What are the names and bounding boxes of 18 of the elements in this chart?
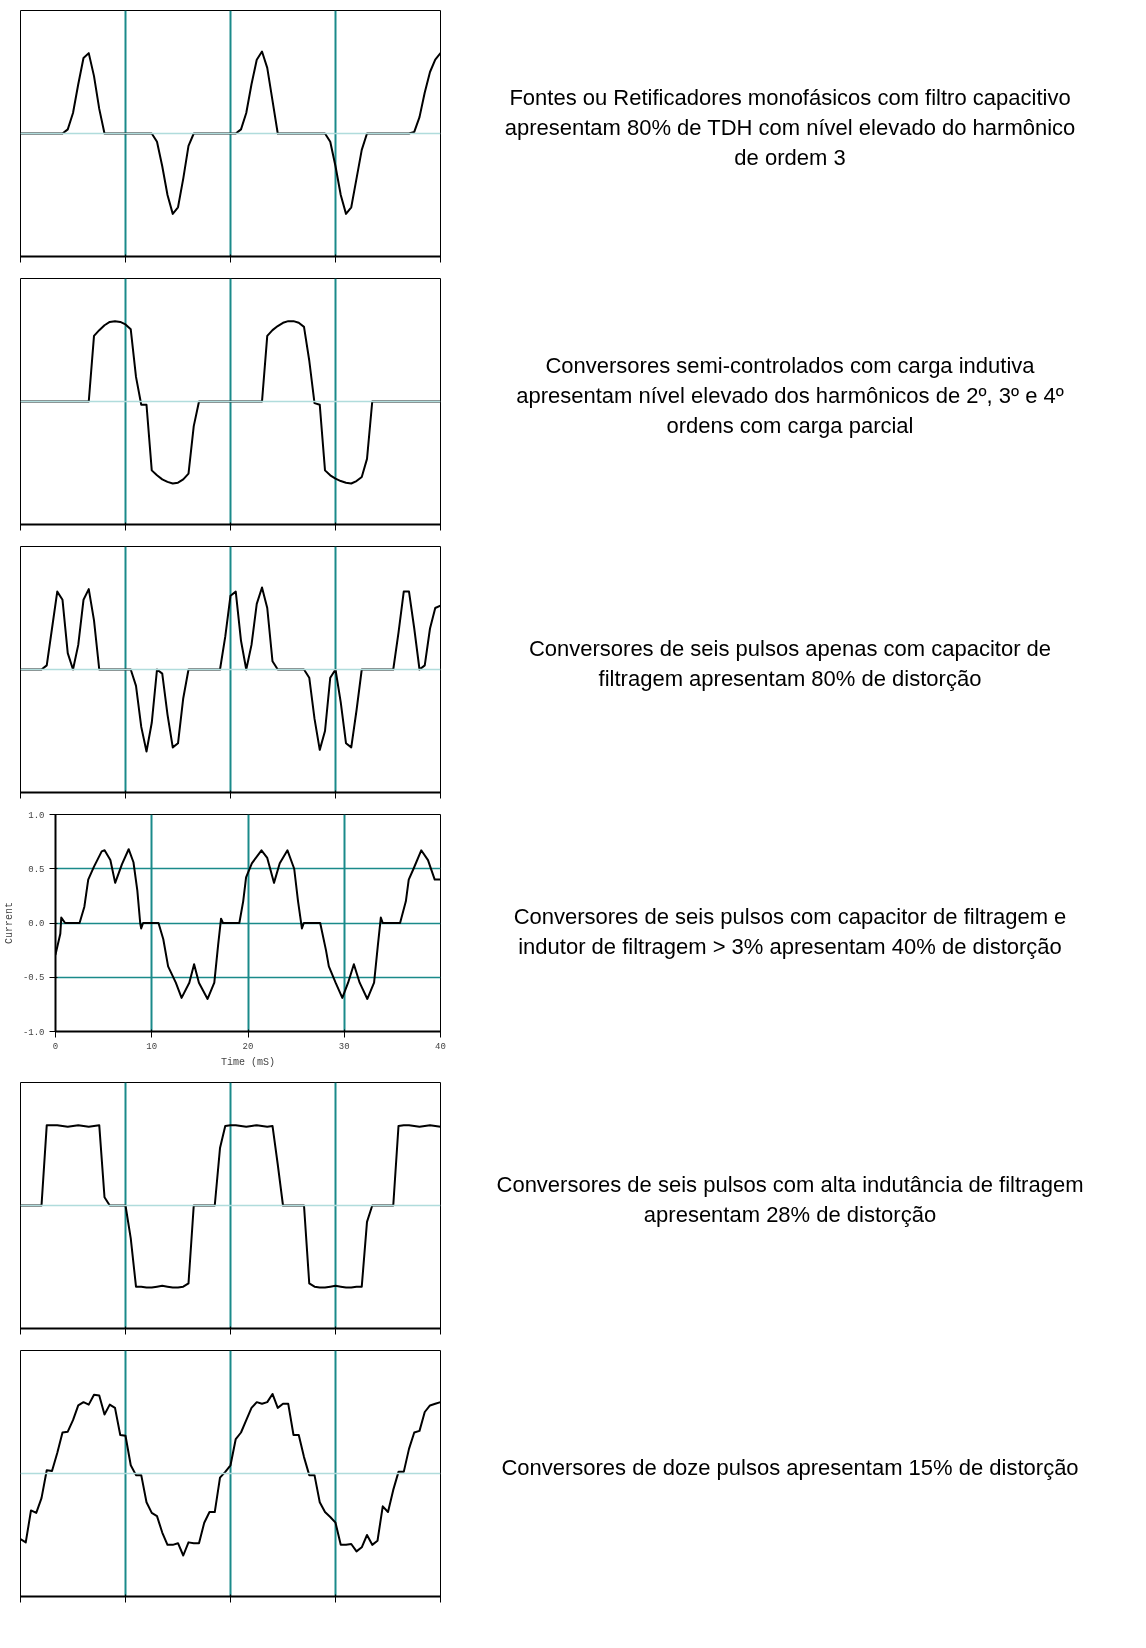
y-tick-label: 0.5 (28, 864, 45, 875)
text: Conversores de seis pulsos com capacitor de filtragem e indutor de filtragem > 3% apresentam 40% de distorção (512, 903, 1068, 961)
y-tick-label: -1.0 (22, 1027, 45, 1038)
x-tick-label: 40 (435, 1041, 446, 1052)
text: Conversores de seis pulsos com alta indutância de filtragem apresentam 28% de distorção (495, 1171, 1085, 1229)
x-tick-label: 0 (52, 1041, 59, 1052)
text: Fontes ou Retificadores monofásicos com filtro capacitivo apresentam 80% de TDH com nível elevado do harmônico de ordem 3 (503, 84, 1077, 172)
x-axis-title: Time (mS) (221, 1056, 276, 1068)
text: Conversores semi-controlados com carga indutiva apresentam nível elevado dos harmônicos de 2º, 3º e 4º ordens com carga parcial (515, 352, 1065, 440)
x-tick-label: 30 (338, 1041, 350, 1052)
y-tick-label: 1.0 (28, 810, 45, 821)
text: Conversores de seis pulsos apenas com capacitor de filtragem apresentam 80% de distorção (527, 635, 1053, 693)
y-tick-label: 0.0 (28, 919, 45, 929)
x-tick-label: 10 (146, 1041, 158, 1052)
y-axis-title: Current (3, 901, 15, 944)
x-tick-label: 20 (242, 1041, 254, 1052)
y-tick-label: -0.5 (22, 973, 45, 984)
text: Conversores de doze pulsos apresentam 15% de distorção (500, 1454, 1080, 1483)
